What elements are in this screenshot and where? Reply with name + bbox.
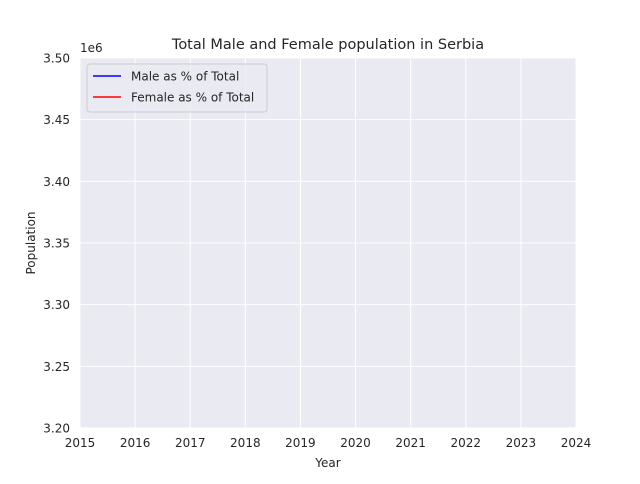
y-tick-label: 3.30 xyxy=(43,298,70,312)
y-tick-label: 3.20 xyxy=(43,422,70,436)
x-tick-label: 2021 xyxy=(395,436,426,450)
x-tick-label: 2016 xyxy=(120,436,151,450)
chart-title: Total Male and Female population in Serb… xyxy=(171,37,484,53)
legend: Male as % of Total Female as % of Total xyxy=(86,63,268,113)
x-axis-label: Year xyxy=(314,456,340,470)
legend-box xyxy=(86,63,268,113)
legend-label-male: Male as % of Total xyxy=(131,70,239,84)
y-tick-label: 3.40 xyxy=(43,175,70,189)
x-tick-label: 2018 xyxy=(230,436,261,450)
x-tick-label: 2022 xyxy=(451,436,482,450)
x-tick-label: 2019 xyxy=(285,436,316,450)
x-tick-label: 2017 xyxy=(175,436,206,450)
y-tick-label: 3.25 xyxy=(43,360,70,374)
legend-label-female: Female as % of Total xyxy=(131,91,254,105)
y-tick-label: 3.50 xyxy=(43,52,70,66)
x-tick-label: 2024 xyxy=(561,436,592,450)
grid xyxy=(79,57,577,429)
y-tick-label: 3.45 xyxy=(43,113,70,127)
y-tick-label: 3.35 xyxy=(43,237,70,251)
x-tick-label: 2020 xyxy=(340,436,371,450)
x-tick-label: 2015 xyxy=(65,436,96,450)
y-axis-label: Population xyxy=(24,211,38,274)
x-tick-label: 2023 xyxy=(506,436,537,450)
y-ticks: 3.20 3.25 3.30 3.35 3.40 3.45 3.50 xyxy=(43,52,70,436)
y-offset-label: 1e6 xyxy=(80,41,103,55)
x-ticks: 2015 2016 2017 2018 2019 2020 2021 2022 2023 2024 xyxy=(65,436,592,450)
